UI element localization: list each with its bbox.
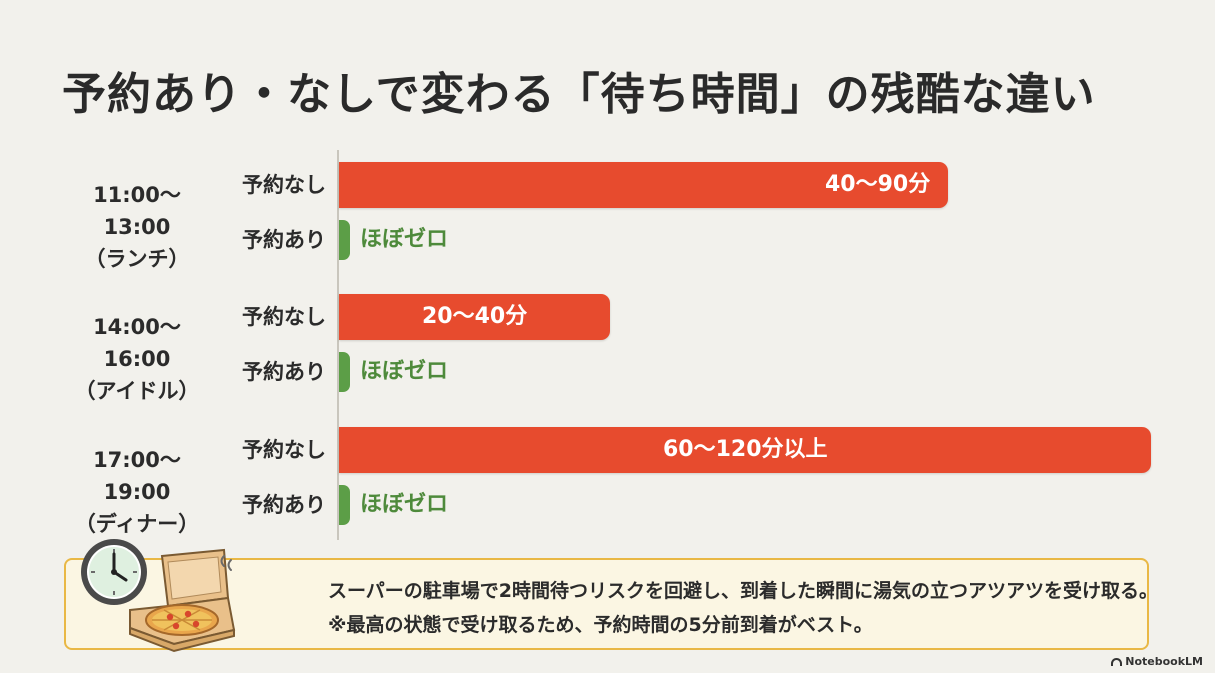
bar-value-label: ほぼゼロ (360, 492, 449, 517)
brand-text: NotebookLM (1125, 655, 1203, 668)
bar-value-label: 20〜40分 (422, 304, 528, 329)
notebooklm-logo-icon (1111, 658, 1123, 666)
bar-with-reservation (339, 352, 350, 392)
row-label: 予約あり (242, 228, 326, 252)
time-period-label: （ランチ） (84, 247, 190, 271)
bar-value-label: ほぼゼロ (360, 227, 449, 252)
bar-value-label: 40〜90分 (825, 172, 931, 197)
bar-with-reservation (339, 220, 350, 260)
page-title: 予約あり・なしで変わる「待ち時間」の残酷な違い (62, 69, 1096, 120)
time-range-label: 11:00〜13:00 (93, 183, 181, 239)
time-period-label: （ディナー） (74, 512, 200, 536)
time-period-label: （アイドル） (74, 379, 200, 403)
brand-watermark: NotebookLM (1111, 655, 1203, 668)
time-range-label: 14:00〜16:00 (93, 315, 181, 371)
row-label: 予約なし (242, 305, 326, 329)
time-group-label: 14:00〜16:00 （アイドル） (62, 311, 212, 407)
time-group-label: 17:00〜19:00 （ディナー） (62, 444, 212, 540)
note-box: スーパーの駐車場で2時間待つリスクを回避し、到着した瞬間に湯気の立つアツアツを受… (64, 558, 1158, 650)
bar-value-label: ほぼゼロ (360, 359, 449, 384)
chart-axis-line (337, 150, 339, 540)
row-label: 予約なし (242, 438, 326, 462)
bar-no-reservation (339, 162, 948, 208)
clock-icon (81, 539, 147, 605)
row-label: 予約あり (242, 360, 326, 384)
row-label: 予約あり (242, 493, 326, 517)
row-label: 予約なし (242, 173, 326, 197)
bar-no-reservation (339, 294, 610, 340)
bar-with-reservation (339, 485, 350, 525)
time-range-label: 17:00〜19:00 (93, 448, 181, 504)
bar-no-reservation (339, 427, 1151, 473)
bar-value-label: 60〜120分以上 (663, 437, 828, 462)
time-group-label: 11:00〜13:00 （ランチ） (62, 179, 212, 275)
note-line-1: スーパーの駐車場で2時間待つリスクを回避し、到着した瞬間に湯気の立つアツアツを受… (328, 580, 1159, 602)
note-line-2: ※最高の状態で受け取るため、予約時間の5分前到着がベスト。 (328, 614, 873, 636)
pizza-box-icon (129, 548, 236, 653)
